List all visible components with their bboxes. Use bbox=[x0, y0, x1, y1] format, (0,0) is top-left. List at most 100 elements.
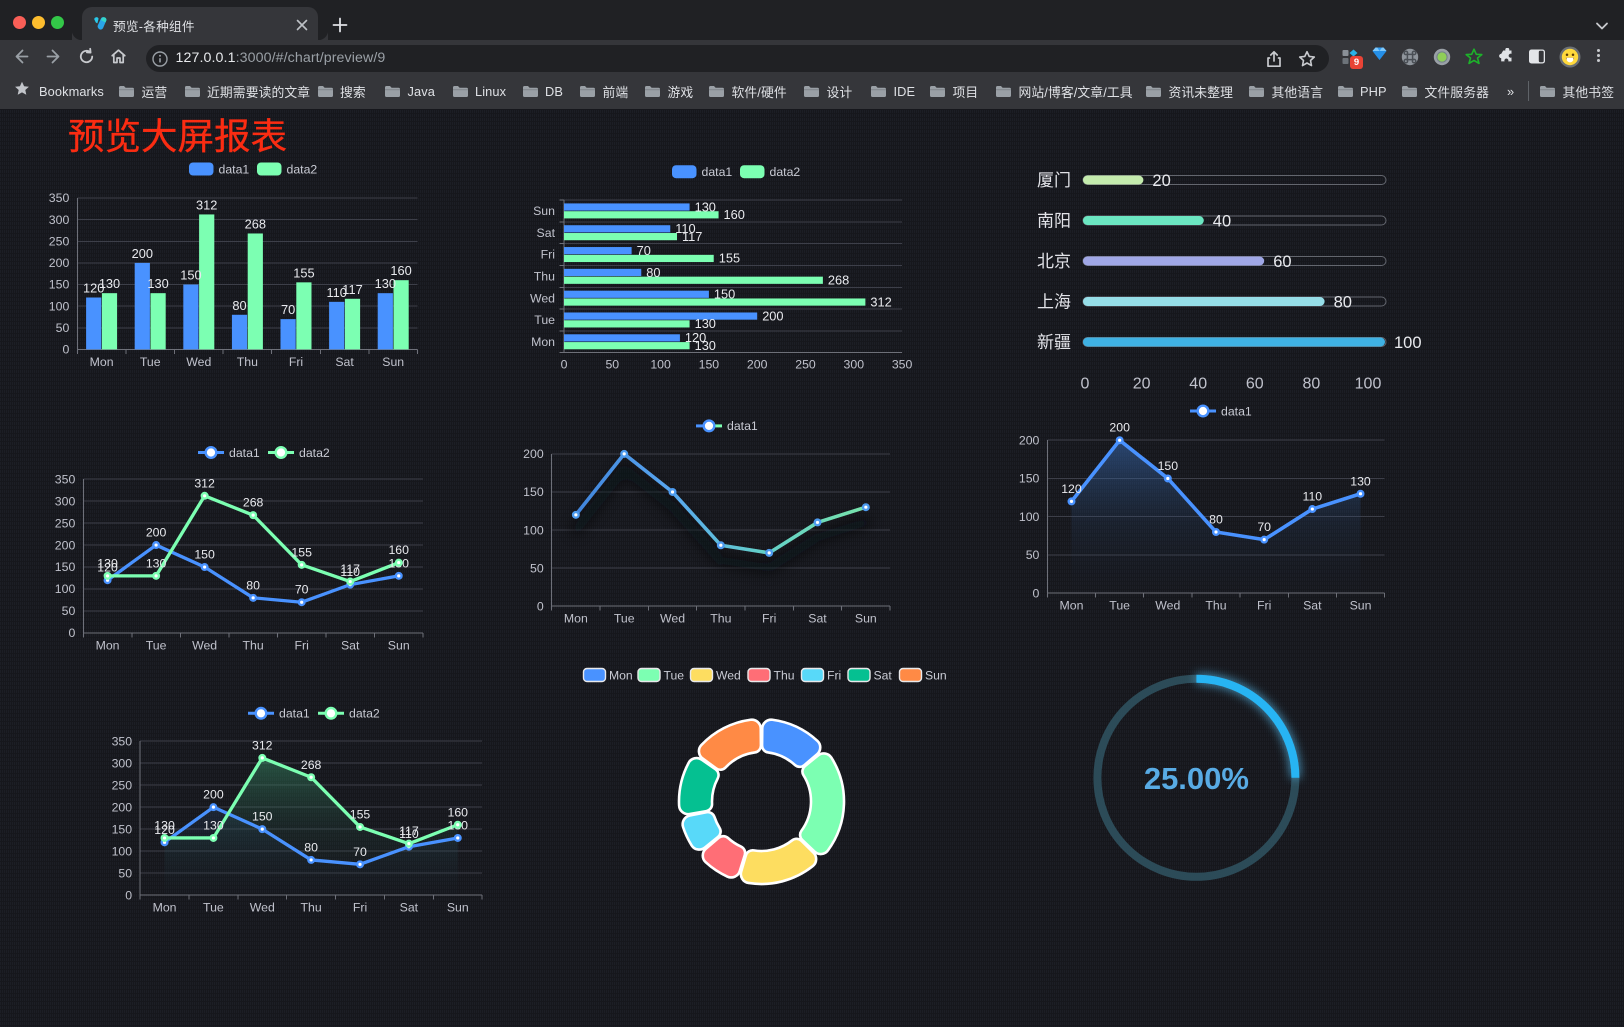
svg-text:40: 40 bbox=[1189, 376, 1207, 393]
svg-text:Fri: Fri bbox=[1257, 599, 1271, 613]
svg-text:100: 100 bbox=[650, 358, 671, 372]
svg-text:350: 350 bbox=[892, 358, 913, 372]
svg-text:200: 200 bbox=[1109, 421, 1130, 435]
svg-text:Fri: Fri bbox=[353, 901, 367, 915]
svg-text:160: 160 bbox=[388, 543, 409, 557]
svg-text:150: 150 bbox=[55, 560, 76, 574]
svg-text:50: 50 bbox=[1026, 548, 1040, 562]
svg-text:Sat: Sat bbox=[400, 901, 419, 915]
svg-text:Wed: Wed bbox=[1155, 599, 1180, 613]
svg-text:350: 350 bbox=[55, 472, 76, 486]
svg-text:50: 50 bbox=[62, 604, 76, 618]
svg-text:Mon: Mon bbox=[1060, 599, 1084, 613]
svg-text:Tue: Tue bbox=[614, 612, 635, 626]
svg-text:Thu: Thu bbox=[301, 901, 322, 915]
svg-text:130: 130 bbox=[147, 276, 168, 291]
svg-text:150: 150 bbox=[112, 822, 133, 836]
svg-text:Tue: Tue bbox=[664, 668, 685, 682]
svg-text:Thu: Thu bbox=[237, 355, 258, 369]
svg-text:Sun: Sun bbox=[447, 901, 469, 915]
svg-text:data2: data2 bbox=[349, 707, 380, 721]
svg-text:120: 120 bbox=[97, 561, 118, 575]
svg-text:Wed: Wed bbox=[530, 291, 555, 305]
svg-text:110: 110 bbox=[326, 285, 346, 300]
svg-text:Thu: Thu bbox=[243, 639, 264, 653]
svg-text:50: 50 bbox=[530, 561, 544, 575]
svg-text:160: 160 bbox=[724, 207, 745, 222]
svg-text:Sun: Sun bbox=[388, 639, 410, 653]
svg-text:117: 117 bbox=[399, 824, 419, 838]
svg-text:150: 150 bbox=[714, 287, 735, 302]
svg-text:120: 120 bbox=[154, 823, 175, 837]
svg-text:Mon: Mon bbox=[96, 639, 120, 653]
svg-text:Sun: Sun bbox=[925, 668, 947, 682]
svg-text:Fri: Fri bbox=[762, 612, 776, 626]
svg-text:250: 250 bbox=[112, 778, 133, 792]
svg-text:Wed: Wed bbox=[250, 901, 275, 915]
svg-text:60: 60 bbox=[1273, 253, 1291, 271]
svg-text:160: 160 bbox=[390, 263, 411, 278]
svg-text:70: 70 bbox=[295, 583, 309, 597]
svg-text:Thu: Thu bbox=[1205, 599, 1226, 613]
svg-text:80: 80 bbox=[1209, 513, 1223, 527]
svg-text:100: 100 bbox=[1394, 334, 1422, 352]
svg-text:100: 100 bbox=[49, 299, 70, 313]
svg-text:Fri: Fri bbox=[289, 355, 303, 369]
svg-text:data2: data2 bbox=[770, 165, 801, 179]
svg-text:200: 200 bbox=[55, 538, 76, 552]
svg-text:117: 117 bbox=[340, 562, 360, 576]
svg-text:Fri: Fri bbox=[541, 248, 555, 262]
svg-text:data2: data2 bbox=[287, 162, 318, 176]
svg-text:0: 0 bbox=[561, 358, 568, 372]
svg-text:200: 200 bbox=[146, 526, 167, 540]
svg-text:155: 155 bbox=[350, 807, 371, 821]
svg-text:130: 130 bbox=[203, 818, 224, 832]
svg-text:250: 250 bbox=[49, 234, 70, 248]
svg-text:Sat: Sat bbox=[874, 668, 893, 682]
svg-text:50: 50 bbox=[118, 866, 132, 880]
svg-text:155: 155 bbox=[291, 545, 312, 559]
svg-text:130: 130 bbox=[99, 276, 120, 291]
svg-text:80: 80 bbox=[646, 265, 660, 280]
svg-text:312: 312 bbox=[194, 476, 215, 490]
svg-text:150: 150 bbox=[252, 810, 273, 824]
svg-text:Sat: Sat bbox=[335, 355, 354, 369]
svg-text:300: 300 bbox=[49, 213, 70, 227]
svg-text:Fri: Fri bbox=[827, 668, 841, 682]
svg-text:100: 100 bbox=[523, 523, 544, 537]
svg-text:Wed: Wed bbox=[192, 639, 217, 653]
svg-text:厦门: 厦门 bbox=[1037, 171, 1071, 190]
svg-text:0: 0 bbox=[1033, 586, 1040, 600]
svg-text:Sat: Sat bbox=[537, 226, 556, 240]
svg-text:110: 110 bbox=[340, 565, 360, 579]
svg-text:data1: data1 bbox=[279, 707, 310, 721]
svg-text:312: 312 bbox=[252, 738, 273, 752]
svg-text:150: 150 bbox=[699, 358, 720, 372]
svg-text:Mon: Mon bbox=[531, 335, 555, 349]
svg-text:250: 250 bbox=[55, 516, 76, 530]
svg-text:0: 0 bbox=[537, 599, 544, 613]
svg-text:200: 200 bbox=[523, 447, 544, 461]
svg-text:130: 130 bbox=[97, 556, 118, 570]
svg-text:312: 312 bbox=[196, 197, 217, 212]
svg-text:Tue: Tue bbox=[146, 639, 167, 653]
svg-text:25.00%: 25.00% bbox=[1144, 761, 1249, 796]
svg-text:Sun: Sun bbox=[382, 355, 404, 369]
svg-text:20: 20 bbox=[1133, 376, 1151, 393]
svg-text:Thu: Thu bbox=[710, 612, 731, 626]
svg-text:50: 50 bbox=[56, 321, 70, 335]
svg-text:130: 130 bbox=[375, 276, 396, 291]
svg-text:data2: data2 bbox=[299, 446, 330, 460]
svg-text:南阳: 南阳 bbox=[1037, 212, 1071, 231]
svg-text:Wed: Wed bbox=[660, 612, 685, 626]
svg-text:70: 70 bbox=[1257, 520, 1271, 534]
svg-text:268: 268 bbox=[243, 496, 264, 510]
svg-text:200: 200 bbox=[1019, 433, 1040, 447]
svg-text:268: 268 bbox=[828, 273, 849, 288]
svg-text:北京: 北京 bbox=[1037, 252, 1071, 271]
svg-text:80: 80 bbox=[304, 840, 318, 854]
svg-text:data1: data1 bbox=[219, 162, 250, 176]
svg-text:Tue: Tue bbox=[534, 313, 555, 327]
svg-text:130: 130 bbox=[154, 818, 175, 832]
svg-text:40: 40 bbox=[1213, 212, 1231, 230]
